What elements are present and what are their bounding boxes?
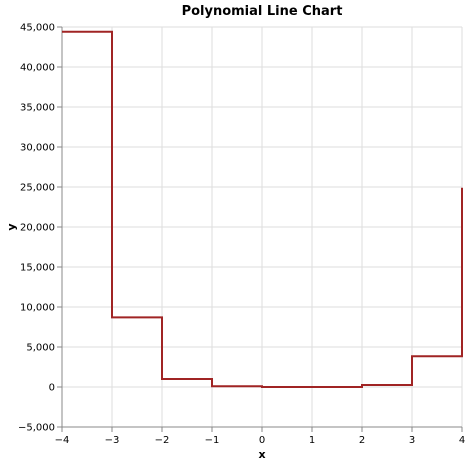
x-tick-label: 3 bbox=[409, 435, 415, 446]
x-tick-label: 1 bbox=[309, 435, 315, 446]
x-tick-label: −2 bbox=[155, 435, 170, 446]
y-tick-label: 25,000 bbox=[20, 183, 55, 194]
x-tick-label: −4 bbox=[55, 435, 70, 446]
series-line bbox=[62, 30, 463, 388]
y-tick-label: 45,000 bbox=[20, 23, 55, 34]
x-tick-label: −3 bbox=[105, 435, 120, 446]
grid bbox=[61, 26, 463, 428]
x-tick-label: 0 bbox=[259, 435, 265, 446]
y-tick-label: 30,000 bbox=[20, 143, 55, 154]
y-axis-title: y bbox=[5, 223, 18, 230]
labels: −4 −3 −2 −1 0 1 2 3 4 −5,000 0 5,000 10,000 15,000 20,… bbox=[18, 23, 465, 447]
series-layer bbox=[62, 30, 463, 388]
y-tick-label: 0 bbox=[49, 383, 55, 394]
y-tick-label: 20,000 bbox=[20, 223, 55, 234]
y-tick-label: 10,000 bbox=[20, 303, 55, 314]
x-tick-label: −1 bbox=[205, 435, 220, 446]
axes bbox=[57, 26, 463, 432]
x-axis-title: x bbox=[258, 448, 265, 461]
y-tick-label: 5,000 bbox=[26, 343, 55, 354]
y-tick-label: 15,000 bbox=[20, 263, 55, 274]
chart-title: Polynomial Line Chart bbox=[182, 4, 343, 19]
y-tick-label: 40,000 bbox=[20, 63, 55, 74]
x-tick-label: 4 bbox=[459, 435, 465, 446]
y-tick-label: 35,000 bbox=[20, 103, 55, 114]
x-tick-label: 2 bbox=[359, 435, 365, 446]
y-tick-label: −5,000 bbox=[18, 423, 55, 434]
